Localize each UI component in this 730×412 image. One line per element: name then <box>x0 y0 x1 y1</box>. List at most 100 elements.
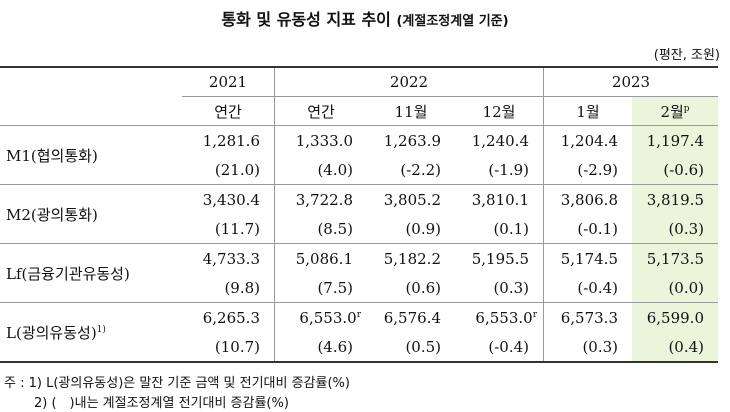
header-period: 연간 <box>182 96 275 126</box>
change-cell: (-0.4) <box>455 332 544 363</box>
change-cell: (11.7) <box>182 214 275 244</box>
title-sub: (계절조정계열 기준) <box>396 14 509 29</box>
value-text: 5,182.2 <box>383 249 441 268</box>
change-cell: (-2.2) <box>367 155 455 185</box>
table-row: L(광의유동성)1) 6,265.3 6,553.0r 6,576.4 6,553.0r… <box>0 302 718 363</box>
header-year-2023: 2023 <box>543 66 718 97</box>
prelim-mark: p <box>683 103 690 114</box>
value-text: 3,810.1 <box>471 190 529 209</box>
value-cell: 3,430.4 <box>182 185 275 215</box>
row-label: M2(광의통화) <box>0 184 182 244</box>
value-text: 1,197.4 <box>646 131 704 150</box>
value-text: 1,204.4 <box>560 131 618 150</box>
value-text: 5,195.5 <box>471 249 529 268</box>
value-text: 1,281.6 <box>202 131 260 150</box>
table-row: (9.8) (7.5) (0.6) (0.3) (-0.4) (0.0) <box>0 273 718 303</box>
value-text: 5,174.5 <box>560 249 618 268</box>
title-main: 통화 및 유동성 지표 추이 <box>221 10 391 29</box>
value-cell: 4,733.3 <box>182 244 275 274</box>
header-period: 11월 <box>367 96 455 126</box>
change-cell: (0.3) <box>455 273 544 303</box>
table-row: Lf(금융기관유동성) 4,733.3 5,086.1 5,182.2 5,195.5 5… <box>0 243 718 303</box>
value-text: 3,819.5 <box>646 190 704 209</box>
row-label: L(광의유동성)1) <box>0 302 182 363</box>
value-cell: 1,263.9 <box>367 126 455 156</box>
header-year-2022: 2022 <box>274 66 544 97</box>
change-cell: (21.0) <box>182 155 275 185</box>
revised-mark: r <box>356 309 361 320</box>
header-period: 연간 <box>274 96 367 126</box>
change-cell: (-0.1) <box>543 214 632 244</box>
value-cell: 6,599.0 <box>632 302 718 332</box>
footnote-2: 2) ( )내는 계절조정계열 전기대비 증감률(%) <box>34 396 289 411</box>
value-text: 1,240.4 <box>471 131 529 150</box>
value-cell: 6,573.3 <box>543 302 632 332</box>
row-label-text: Lf(금융기관유동성) <box>6 264 130 283</box>
header-period-latest: 2월p <box>632 96 718 126</box>
unit-label: (평잔, 조원) <box>653 48 720 63</box>
value-text: 5,086.1 <box>295 249 353 268</box>
value-cell: 6,553.0r <box>455 303 544 333</box>
value-cell: 1,281.6 <box>182 126 275 156</box>
value-text: 6,576.4 <box>383 308 441 327</box>
value-cell: 1,240.4 <box>455 126 544 156</box>
value-text: 5,173.5 <box>646 249 704 268</box>
header-period: 12월 <box>455 96 544 126</box>
change-cell: (0.3) <box>543 332 632 363</box>
row-label-text: L(광의유동성) <box>6 323 97 342</box>
table-row: (11.7) (8.5) (0.9) (0.1) (-0.1) (0.3) <box>0 214 718 244</box>
value-cell: 5,182.2 <box>367 244 455 274</box>
change-cell: (-2.9) <box>543 155 632 185</box>
change-cell: (4.0) <box>274 155 367 185</box>
change-cell: (8.5) <box>274 214 367 244</box>
value-cell: 3,722.8 <box>274 184 367 214</box>
row-label-footnote: 1) <box>96 324 106 335</box>
value-cell: 3,810.1 <box>455 185 544 215</box>
value-cell: 1,197.4 <box>632 125 718 155</box>
change-cell: (-0.6) <box>632 155 718 185</box>
value-text: 6,553.0 <box>299 308 357 327</box>
table-row: (21.0) (4.0) (-2.2) (-1.9) (-2.9) (-0.6) <box>0 155 718 185</box>
header-year-2021: 2021 <box>182 66 275 97</box>
value-text: 4,733.3 <box>202 249 260 268</box>
value-cell: 5,195.5 <box>455 244 544 274</box>
value-text: 6,599.0 <box>646 308 704 327</box>
value-text: 3,722.8 <box>295 190 353 209</box>
row-label-text: M2(광의통화) <box>6 205 98 224</box>
row-label: M1(협의통화) <box>0 125 182 185</box>
value-cell: 6,265.3 <box>182 303 275 333</box>
value-cell: 5,086.1 <box>274 243 367 273</box>
row-label-text: M1(협의통화) <box>6 146 98 165</box>
value-text: 6,573.3 <box>560 308 618 327</box>
value-text: 6,265.3 <box>202 308 260 327</box>
change-cell: (0.6) <box>367 273 455 303</box>
footnote-1: 주 : 1) L(광의유동성)은 말잔 기준 금액 및 전기대비 증감률(%) <box>4 376 350 391</box>
table-row: M1(협의통화) 1,281.6 1,333.0 1,263.9 1,240.4 1,20… <box>0 125 718 185</box>
value-text: 1,263.9 <box>383 131 441 150</box>
change-cell: (0.0) <box>632 273 718 303</box>
value-cell: 6,553.0r <box>274 302 367 332</box>
change-cell: (0.3) <box>632 214 718 244</box>
header-period: 1월 <box>543 96 632 126</box>
header-period-row: 연간 연간 11월 12월 1월 2월p <box>0 96 718 126</box>
change-cell: (4.6) <box>274 332 367 363</box>
revised-mark: r <box>532 309 537 320</box>
value-cell: 5,173.5 <box>632 243 718 273</box>
table-row: M2(광의통화) 3,430.4 3,722.8 3,805.2 3,810.1 3,80… <box>0 184 718 244</box>
change-cell: (-0.4) <box>543 273 632 303</box>
change-cell: (9.8) <box>182 273 275 303</box>
value-cell: 1,204.4 <box>543 125 632 155</box>
change-cell: (7.5) <box>274 273 367 303</box>
change-cell: (-1.9) <box>455 155 544 185</box>
change-cell: (0.9) <box>367 214 455 244</box>
header-corner-2 <box>0 96 182 126</box>
header-year-row: 2021 2022 2023 <box>0 66 718 97</box>
header-corner <box>0 66 182 97</box>
value-text: 6,553.0 <box>475 308 533 327</box>
value-cell: 3,805.2 <box>367 185 455 215</box>
liquidity-table: 2021 2022 2023 연간 연간 11월 12월 1월 2월p M1(협… <box>0 66 718 363</box>
row-label: Lf(금융기관유동성) <box>0 243 182 303</box>
value-cell: 1,333.0 <box>274 125 367 155</box>
change-cell: (0.1) <box>455 214 544 244</box>
page-title: 통화 및 유동성 지표 추이 (계절조정계열 기준) <box>0 6 730 30</box>
